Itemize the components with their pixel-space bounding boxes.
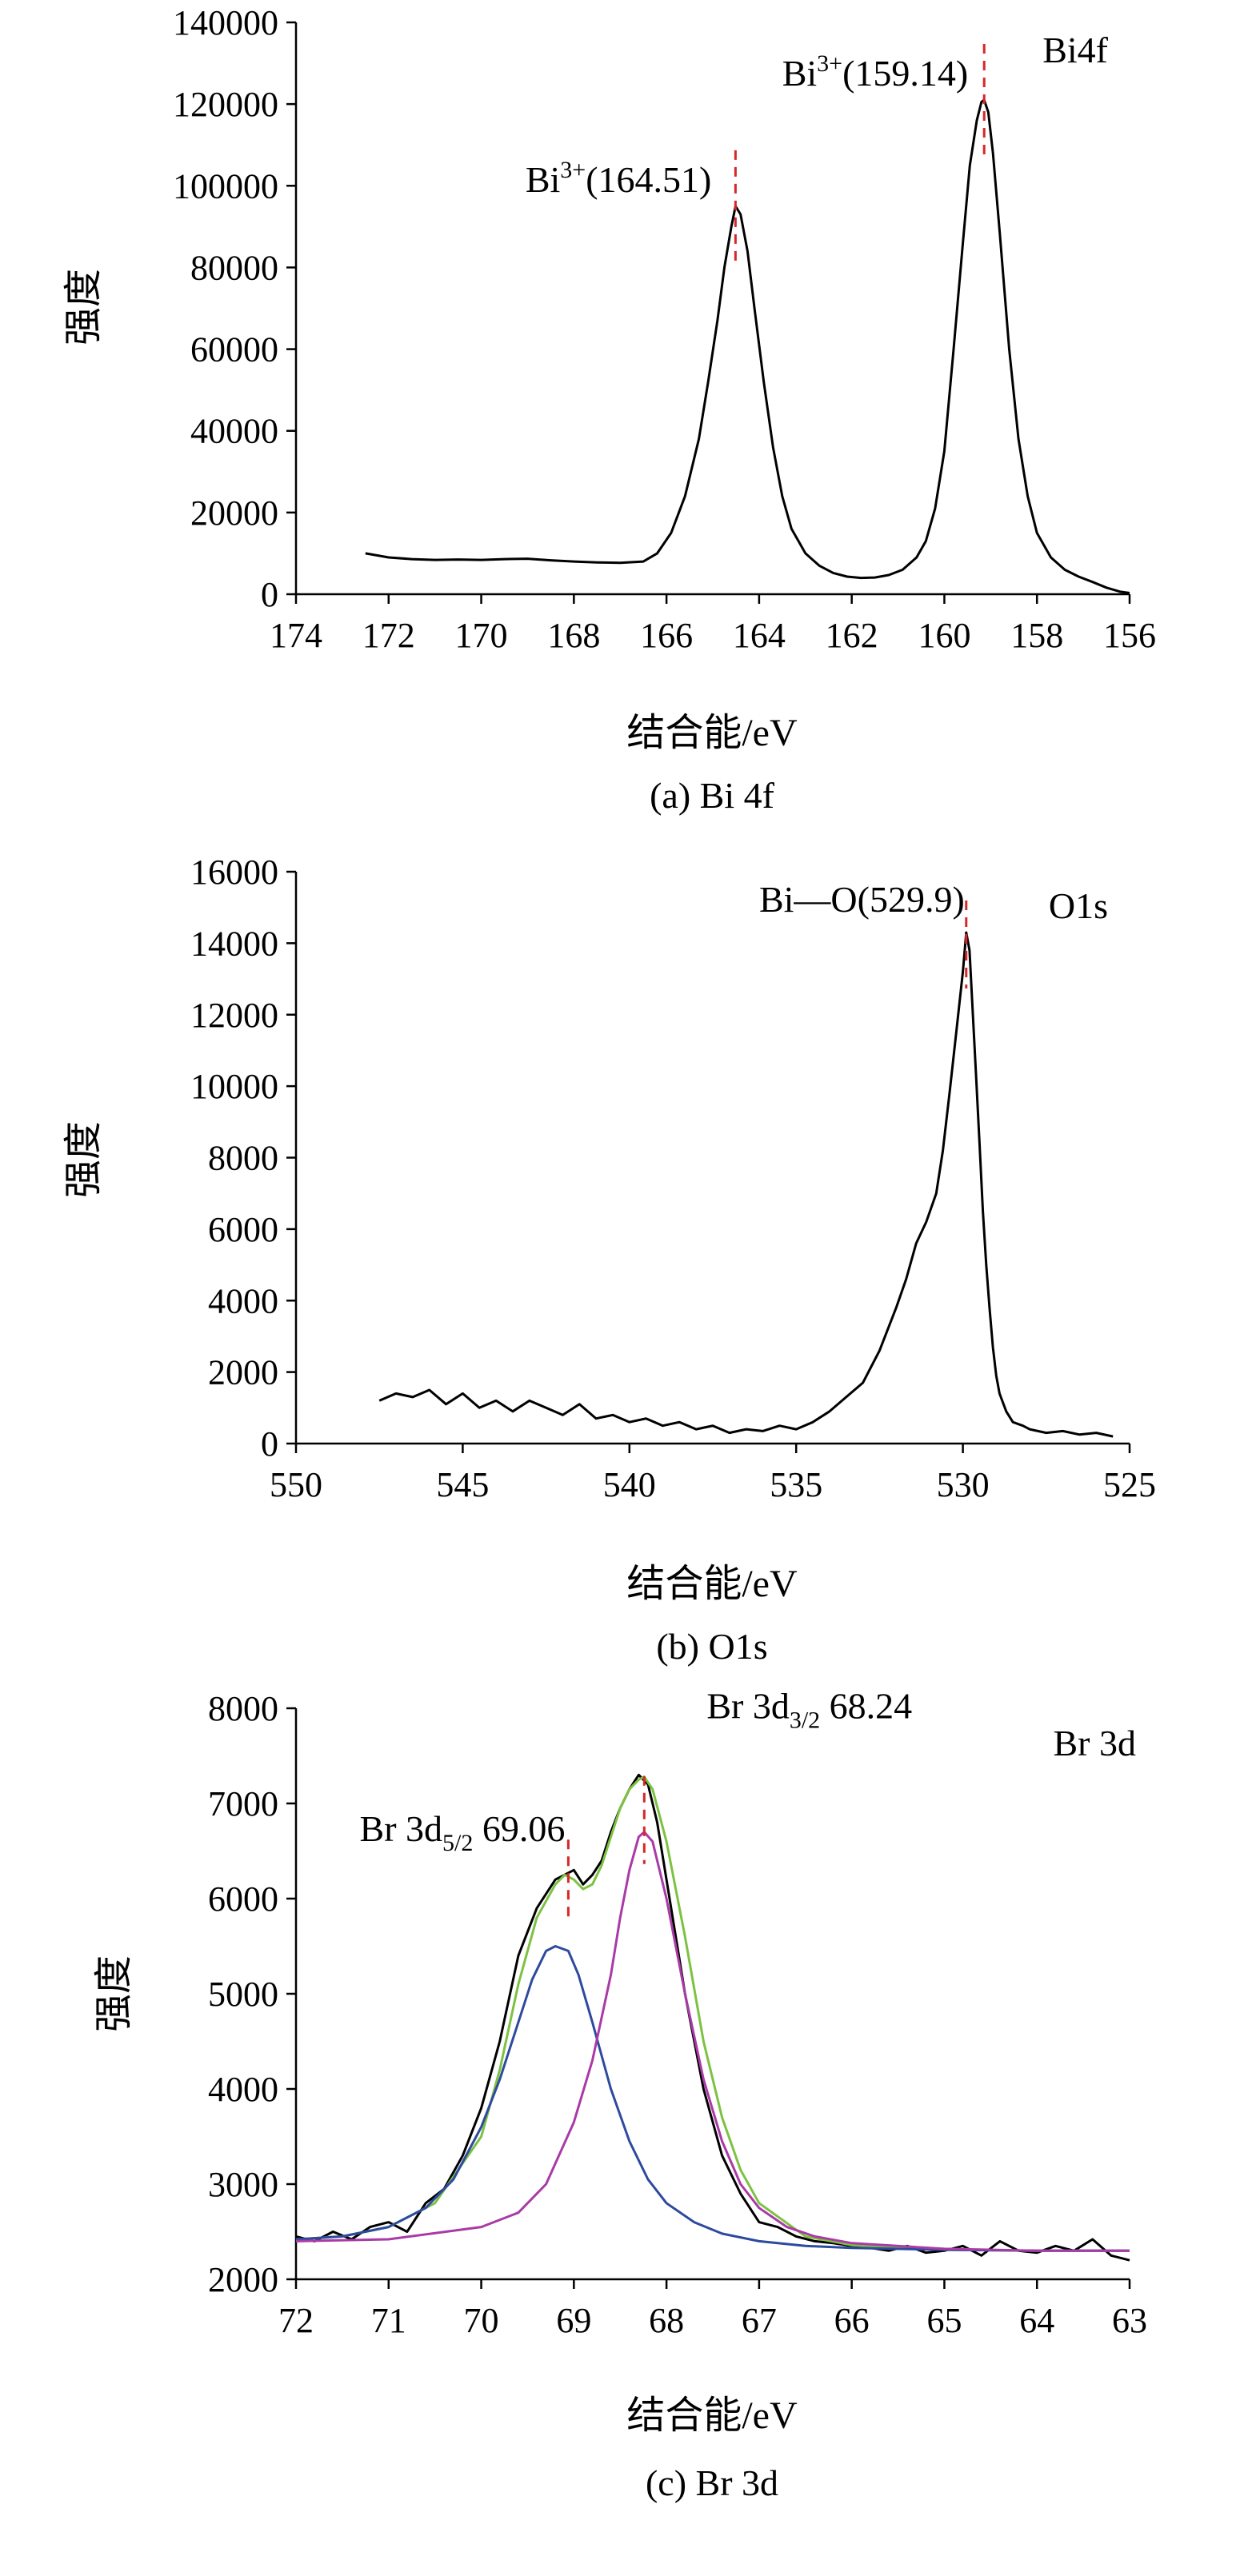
panel-c-x-tick-label: 65 (926, 2301, 962, 2340)
panel-b-x-tick-label: 545 (436, 1465, 489, 1504)
panel-a-y-tick-label: 80000 (190, 248, 278, 287)
panel-b-y-tick-label: 4000 (208, 1281, 278, 1320)
panel-b-y-tick-label: 12000 (190, 996, 278, 1035)
panel-a-y-tick-label: 40000 (190, 412, 278, 451)
panel-a-y-tick-label: 20000 (190, 493, 278, 533)
panel-a-x-tick-label: 170 (455, 616, 508, 655)
panel-c-x-tick-label: 64 (1019, 2301, 1054, 2340)
panel-b-y-axis-label: 强度 (62, 1121, 105, 1198)
panel-b-corner-label: O1s (1049, 885, 1108, 926)
panel-c-x-tick-label: 67 (742, 2301, 777, 2340)
panel-a-y-tick-label: 140000 (173, 3, 278, 42)
panel-b-y-tick-label: 10000 (190, 1067, 278, 1106)
panel-b-annotations: Bi—O(529.9) (759, 879, 968, 988)
panel-c-axes: 2000 3000 4000 5000 6000 7000 8000 72 71 70 69 68 67… (208, 1689, 1147, 2340)
panel-c-x-tick-label: 70 (464, 2301, 499, 2340)
panel-c-series-line-3 (295, 1945, 1130, 2252)
panel-c-x-tick-label: 71 (371, 2301, 406, 2340)
panel-b-x-tick-label: 550 (270, 1465, 322, 1504)
panel-a-series-line-1 (365, 98, 1130, 594)
panel-b-y-tick-label: 0 (261, 1424, 278, 1464)
panel-b-x-axis-label: 结合能/eV (626, 1563, 798, 1605)
panel-b-series-line-1 (378, 931, 1114, 1438)
panel-a-x-tick-label: 160 (918, 616, 970, 655)
panel-b-x-tick-label: 540 (603, 1465, 656, 1504)
panel-a-x-tick-label: 166 (640, 616, 693, 655)
panel-a-caption: (a) Bi 4f (650, 775, 775, 816)
panel-b-caption: (b) O1s (656, 1626, 767, 1667)
panel-a-x-axis-label: 结合能/eV (626, 712, 798, 754)
panel-c-y-tick-label: 5000 (208, 1975, 278, 2014)
panel-c-y-tick-label: 4000 (208, 2070, 278, 2109)
panel-c-x-axis-label: 结合能/eV (626, 2394, 798, 2437)
panel-a-x-tick-label: 168 (547, 616, 600, 655)
panel-c-x-tick-label: 69 (556, 2301, 591, 2340)
panel-a-axes: 0 20000 40000 60000 80000 100000 120000 140000 1… (173, 3, 1156, 655)
panel-a-x-tick-label: 156 (1103, 616, 1156, 655)
panel-a-corner-label: Bi4f (1042, 30, 1108, 70)
panel-c-corner-label: Br 3d (1054, 1723, 1137, 1763)
panel-c-peak-label: Br 3d3/2 68.24 (706, 1686, 912, 1734)
panel-b-series (378, 931, 1114, 1438)
panel-c-y-tick-label: 6000 (208, 1879, 278, 1919)
panel-a-annotations: Bi3+(164.51) Bi3+(159.14) (526, 44, 986, 262)
panel-c-y-axis-label: 强度 (93, 1955, 135, 2032)
panel-c-x-tick-label: 68 (649, 2301, 684, 2340)
panel-c-series-line-4 (295, 1831, 1130, 2252)
panel-a-y-tick-label: 120000 (173, 85, 278, 124)
panel-a: 0 20000 40000 60000 80000 100000 120000 140000 1… (62, 3, 1156, 816)
panel-c-peak-label: Br 3d5/2 69.06 (360, 1808, 566, 1856)
panel-a-x-tick-label: 162 (826, 616, 878, 655)
panel-c-caption: (c) Br 3d (646, 2462, 778, 2503)
panel-b-y-tick-label: 14000 (190, 924, 278, 963)
panel-b-y-tick-label: 2000 (208, 1353, 278, 1392)
panel-a-y-tick-label: 100000 (173, 166, 278, 206)
panel-b-y-tick-label: 6000 (208, 1210, 278, 1249)
panel-a-x-tick-label: 172 (362, 616, 415, 655)
panel-a-peak-label: Bi3+(164.51) (526, 157, 712, 200)
panel-c: 2000 3000 4000 5000 6000 7000 8000 72 71 70 69 68 67… (93, 1686, 1147, 2503)
panel-a-y-axis-label: 强度 (62, 269, 105, 345)
panel-a-x-tick-label: 164 (733, 616, 786, 655)
panel-c-y-tick-label: 3000 (208, 2165, 278, 2204)
panel-a-series (365, 98, 1130, 594)
panel-a-y-tick-label: 60000 (190, 330, 278, 369)
panel-b-y-tick-label: 8000 (208, 1139, 278, 1178)
panel-c-series-line-2 (295, 1775, 1130, 2252)
panel-b-x-tick-label: 535 (770, 1465, 822, 1504)
panel-b-x-tick-label: 530 (937, 1465, 990, 1504)
panel-c-y-tick-label: 8000 (208, 1689, 278, 1728)
panel-b-peak-label: Bi—O(529.9) (759, 879, 965, 920)
panel-a-x-tick-label: 158 (1010, 616, 1063, 655)
panel-b-axes: 0 2000 4000 6000 8000 10000 12000 14000 16000 550… (190, 853, 1156, 1504)
panel-a-x-tick-label: 174 (270, 616, 322, 655)
panel-c-x-tick-label: 66 (834, 2301, 870, 2340)
panel-b-x-tick-label: 525 (1103, 1465, 1156, 1504)
panel-c-series (295, 1773, 1130, 2262)
panel-b-y-tick-label: 16000 (190, 853, 278, 892)
panel-c-x-tick-label: 63 (1112, 2301, 1147, 2340)
panel-b: 0 2000 4000 6000 8000 10000 12000 14000 16000 550… (62, 853, 1156, 1667)
panel-c-x-tick-label: 72 (278, 2301, 314, 2340)
panel-a-peak-label: Bi3+(159.14) (782, 50, 969, 94)
panel-c-series-line-1 (295, 1773, 1130, 2262)
panel-a-y-tick-label: 0 (261, 575, 278, 614)
panel-c-y-tick-label: 7000 (208, 1784, 278, 1823)
panel-c-annotations: Br 3d5/2 69.06 Br 3d3/2 68.24 (360, 1686, 912, 1920)
panel-c-y-tick-label: 2000 (208, 2260, 278, 2299)
